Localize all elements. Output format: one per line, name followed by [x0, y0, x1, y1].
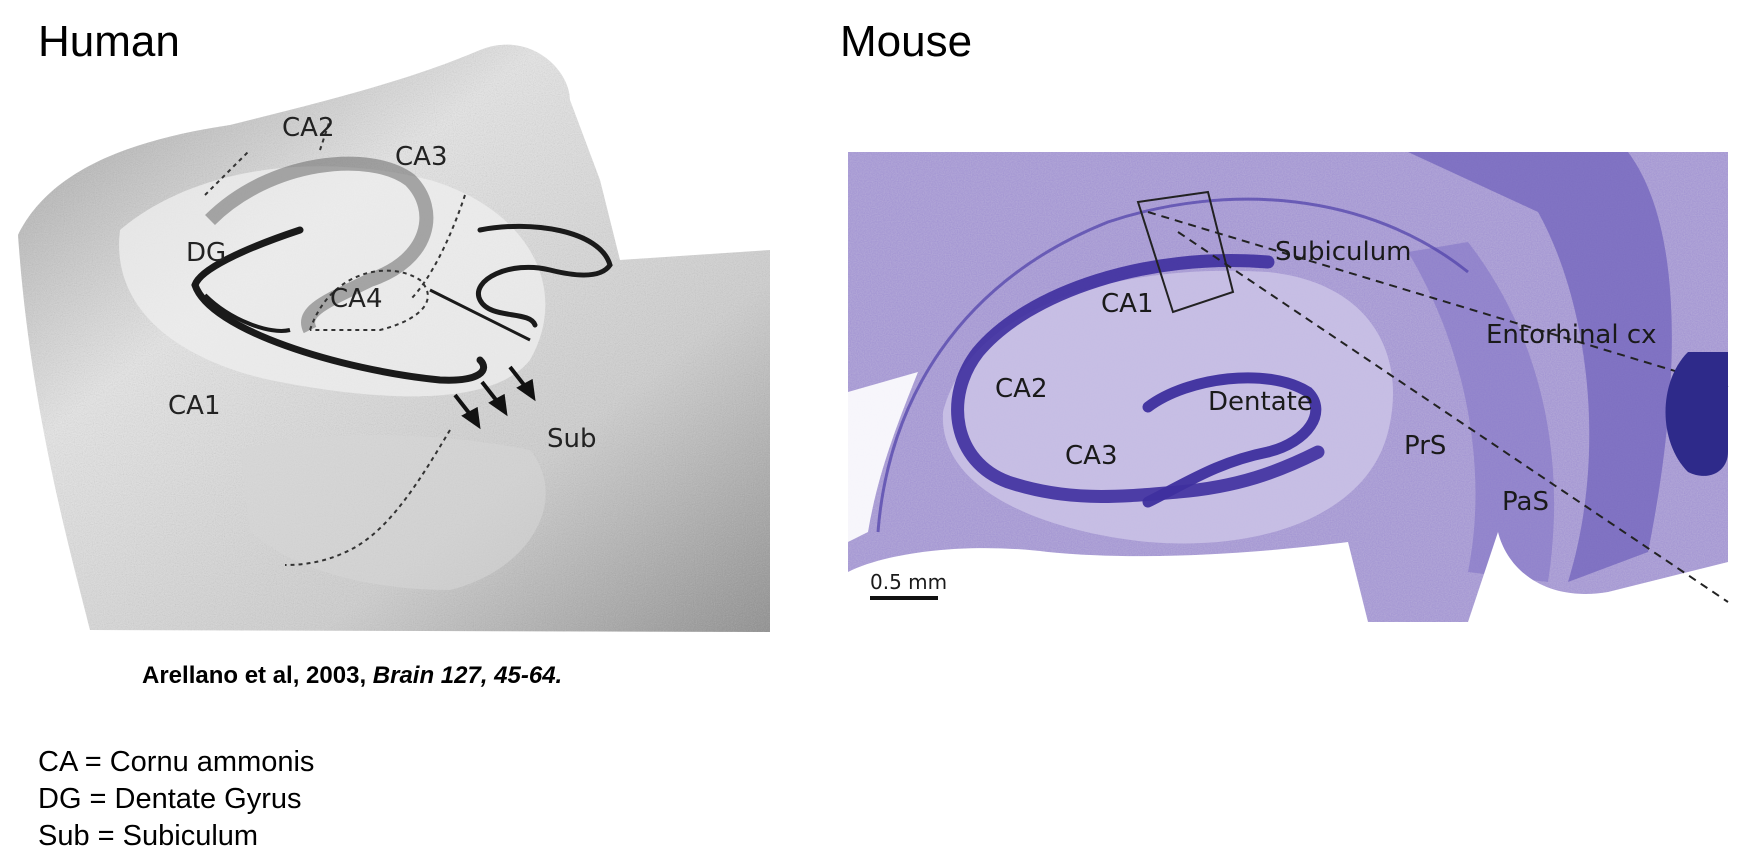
mouse-hippocampus-figure: Subiculum CA1 Entorhinal cx CA2 Dentate …	[848, 152, 1729, 622]
human-label-sub: Sub	[547, 424, 597, 454]
mouse-label-dentate: Dentate	[1208, 387, 1313, 417]
mouse-label-ca3: CA3	[1065, 441, 1117, 471]
mouse-label-ca1: CA1	[1101, 289, 1153, 319]
human-label-dg: DG	[186, 238, 226, 268]
human-label-ca1: CA1	[168, 391, 220, 421]
legend-item: Sub = Subiculum	[38, 820, 259, 852]
mouse-label-ca2: CA2	[995, 374, 1047, 404]
human-label-ca3: CA3	[395, 142, 447, 172]
mouse-label-prs: PrS	[1404, 431, 1446, 461]
abbreviation-legend: CA = Cornu ammonis DG = Dentate Gyrus Su…	[38, 744, 314, 855]
human-label-ca4: CA4	[330, 284, 382, 314]
citation: Arellano et al, 2003, Brain 127, 45-64.	[142, 662, 562, 690]
mouse-label-subiculum: Subiculum	[1275, 237, 1412, 267]
legend-item: DG = Dentate Gyrus	[38, 783, 302, 815]
citation-authors: Arellano et al, 2003,	[142, 662, 373, 689]
mouse-label-pas: PaS	[1502, 487, 1549, 517]
arrow-icons	[453, 365, 536, 430]
scale-bar-label: 0.5 mm	[870, 570, 947, 594]
mouse-label-entorhinal: Entorhinal cx	[1486, 320, 1657, 350]
mouse-title: Mouse	[840, 17, 973, 66]
citation-journal: Brain 127, 45-64.	[372, 662, 563, 689]
human-hippocampus-figure: CA2 CA3 DG CA4 CA1 Sub	[18, 44, 770, 632]
human-title: Human	[38, 17, 180, 66]
legend-item: CA = Cornu ammonis	[38, 746, 315, 778]
human-label-ca2: CA2	[282, 113, 334, 143]
